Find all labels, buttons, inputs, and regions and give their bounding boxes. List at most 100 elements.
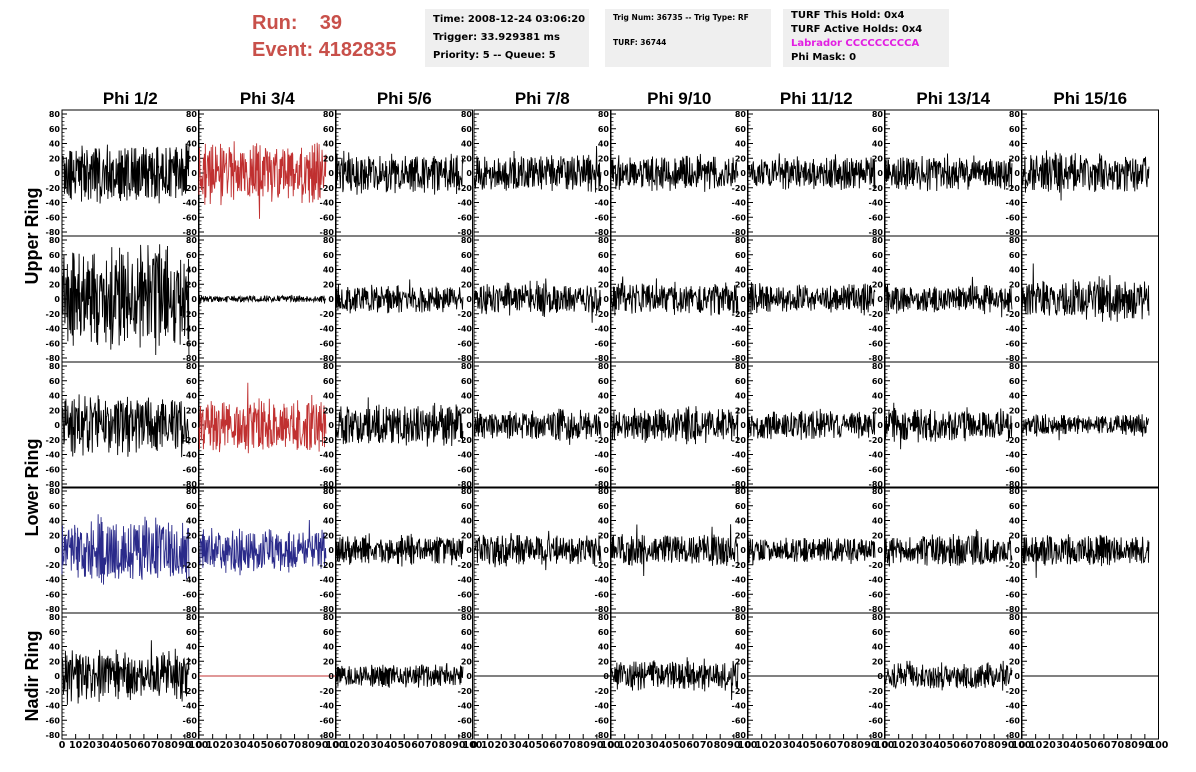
y-tick-label: 0: [877, 672, 883, 681]
y-tick-label: 40: [49, 266, 61, 275]
panel-r3-c2: -80 -60 -40 -20 0 20 40 60 80: [183, 361, 336, 489]
y-tick-label: 20: [49, 406, 61, 415]
y-tick-label: -60: [183, 213, 198, 222]
panel-r3-c3: -80 -60 -40 -20 0 20 40 60 80: [320, 361, 473, 489]
x-tick-label: 10: [1029, 740, 1043, 751]
y-tick-label: -20: [732, 310, 747, 319]
x-tick-label: 30: [1056, 740, 1070, 751]
y-tick-label: 20: [872, 406, 884, 415]
y-tick-label: 0: [877, 169, 883, 178]
y-tick-label: 0: [328, 672, 334, 681]
y-tick-label: 0: [603, 295, 609, 304]
y-tick-label: 60: [323, 628, 335, 637]
y-tick-label: 20: [598, 657, 610, 666]
y-tick-label: -80: [732, 354, 747, 363]
y-tick-label: 80: [461, 362, 473, 371]
y-tick-label: -40: [1006, 702, 1021, 711]
panel-r4-c7: -80 -60 -40 -20 0 20 40 60 80: [869, 486, 1022, 614]
panel-r2-c3: -80 -60 -40 -20 0 20 40 60 80: [320, 235, 473, 363]
y-tick-label: 80: [461, 487, 473, 496]
y-tick-label: -40: [183, 451, 198, 460]
y-tick-label: 60: [872, 502, 884, 511]
y-tick-label: 40: [735, 643, 747, 652]
x-tick-label: 90: [727, 740, 741, 751]
y-tick-label: 20: [186, 154, 198, 163]
y-tick-label: -60: [1006, 213, 1021, 222]
x-tick-label: 50: [536, 740, 550, 751]
y-tick-label: 80: [1009, 236, 1021, 245]
y-tick-label: -40: [320, 702, 335, 711]
x-tick-label: 100: [326, 740, 346, 751]
y-tick-label: -20: [458, 184, 473, 193]
y-tick-label: 40: [1009, 517, 1021, 526]
x-tick-label: 80: [439, 740, 453, 751]
y-tick-label: 20: [735, 531, 747, 540]
y-tick-label: 40: [598, 140, 610, 149]
y-tick-label: 60: [598, 125, 610, 134]
waveform-series: [335, 663, 464, 688]
y-tick-label: 20: [872, 154, 884, 163]
x-tick-label: 40: [110, 740, 124, 751]
y-tick-label: -60: [732, 716, 747, 725]
panel-r2-c5: -80 -60 -40 -20 0 20 40 60 80: [595, 235, 748, 363]
y-tick-label: 20: [461, 154, 473, 163]
y-tick-label: -80: [46, 228, 61, 237]
y-tick-label: -40: [732, 199, 747, 208]
y-tick-label: 20: [598, 531, 610, 540]
y-tick-label: 20: [598, 280, 610, 289]
x-tick-label: 90: [452, 740, 466, 751]
run-value: 39: [319, 12, 343, 34]
y-tick-label: 80: [323, 487, 335, 496]
y-tick-label: -80: [320, 731, 335, 740]
y-tick-label: 80: [186, 362, 198, 371]
y-tick-label: 60: [49, 628, 61, 637]
x-tick-label: 70: [151, 740, 165, 751]
waveform-series: [61, 514, 190, 585]
y-tick-label: -80: [320, 354, 335, 363]
x-tick-label: 0: [1019, 740, 1026, 751]
y-tick-label: -60: [183, 716, 198, 725]
y-tick-label: -20: [869, 310, 884, 319]
y-tick-label: 0: [191, 169, 197, 178]
y-tick-label: 80: [461, 110, 473, 119]
y-tick-label: 0: [54, 546, 60, 555]
y-tick-label: 0: [466, 546, 472, 555]
y-tick-label: 0: [1014, 169, 1020, 178]
y-tick-label: 80: [598, 613, 610, 622]
y-tick-label: 80: [186, 487, 198, 496]
y-tick-label: 40: [186, 266, 198, 275]
waveform-series: [198, 294, 327, 305]
y-tick-label: 40: [598, 517, 610, 526]
y-tick-label: -20: [1006, 436, 1021, 445]
column-title-8: Phi 15/16: [1053, 89, 1127, 108]
y-tick-label: 60: [323, 377, 335, 386]
y-tick-label: -80: [595, 605, 610, 614]
waveform-series: [747, 153, 876, 191]
y-tick-label: 0: [1014, 295, 1020, 304]
y-tick-label: 0: [191, 672, 197, 681]
panel-r3-c1: -80 -60 -40 -20 0 20 40 60 80: [46, 361, 199, 489]
y-tick-label: 40: [49, 643, 61, 652]
y-tick-label: 80: [735, 362, 747, 371]
y-tick-label: 80: [598, 236, 610, 245]
waveform-series: [1021, 534, 1150, 578]
y-tick-label: -40: [320, 325, 335, 334]
y-tick-label: -40: [1006, 451, 1021, 460]
y-tick-label: -20: [869, 184, 884, 193]
y-tick-label: -60: [869, 716, 884, 725]
y-tick-label: 60: [49, 502, 61, 511]
y-tick-label: -40: [458, 451, 473, 460]
waveform-series: [884, 529, 1013, 567]
x-tick-label: 70: [288, 740, 302, 751]
y-tick-label: -40: [458, 199, 473, 208]
y-tick-label: -20: [46, 561, 61, 570]
panel-r4-c2: -80 -60 -40 -20 0 20 40 60 80: [183, 486, 336, 614]
column-title-7: Phi 13/14: [916, 89, 990, 108]
y-tick-label: 40: [735, 140, 747, 149]
y-tick-label: -60: [595, 716, 610, 725]
y-tick-label: -60: [1006, 716, 1021, 725]
y-tick-label: 60: [49, 377, 61, 386]
y-tick-label: -40: [320, 199, 335, 208]
waveform-series: [61, 394, 190, 458]
y-tick-label: -20: [183, 184, 198, 193]
